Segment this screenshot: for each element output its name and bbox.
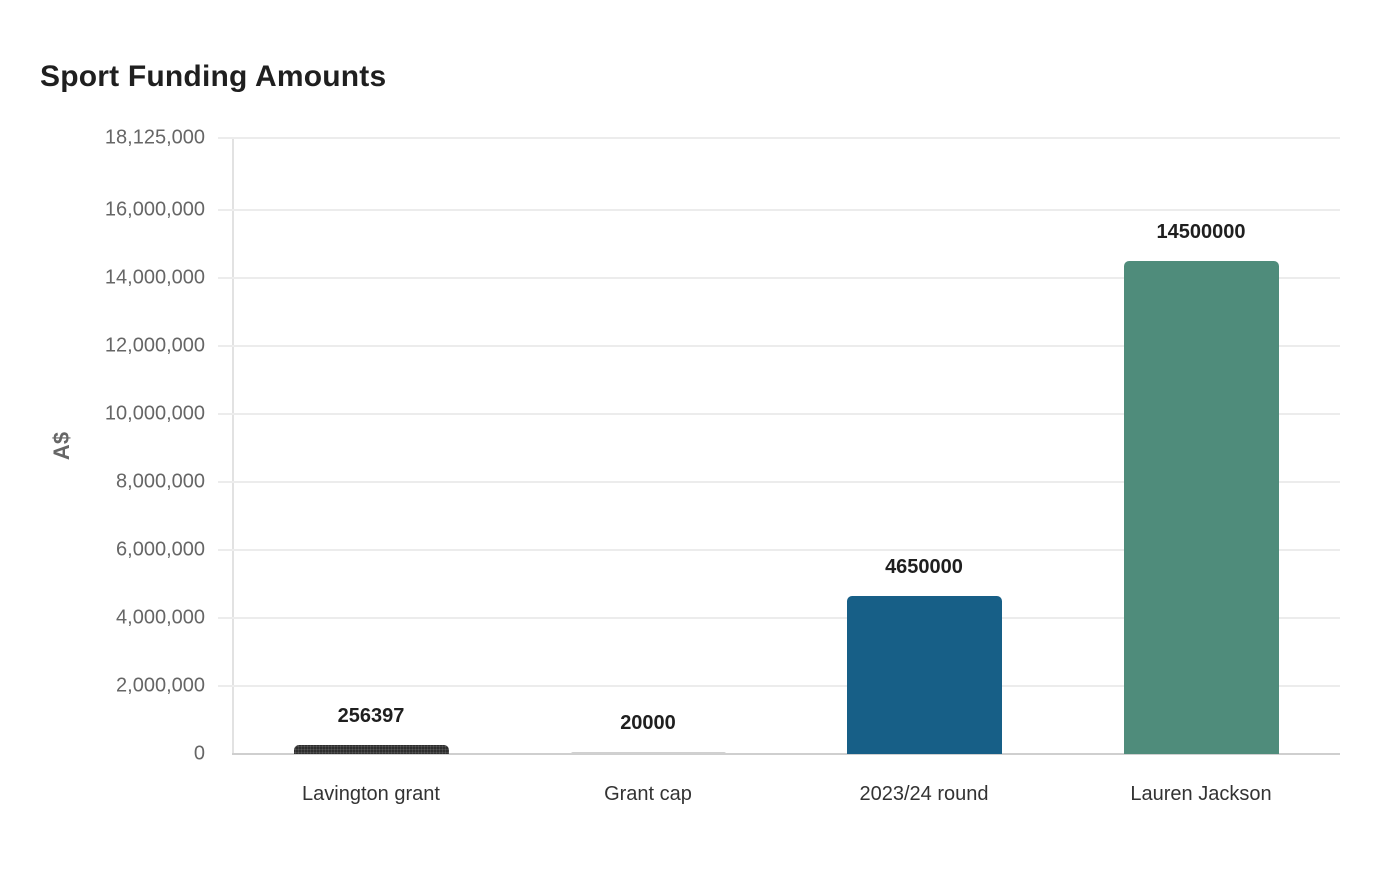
value-label: 14500000	[1156, 221, 1246, 244]
x-tick-label: Lavington grant	[302, 783, 440, 805]
y-tick-label: 0	[193, 742, 205, 765]
chart-title: Sport Funding Amounts	[40, 60, 387, 93]
value-label: 4650000	[885, 555, 963, 578]
x-tick-label: Lauren Jackson	[1130, 783, 1272, 805]
y-tick-label: 10,000,000	[104, 402, 205, 425]
gridline	[218, 549, 1340, 552]
gridline	[218, 345, 1340, 348]
gridline	[218, 137, 1340, 139]
y-tick-label: 12,000,000	[104, 334, 205, 357]
bar-grant-cap[interactable]	[570, 752, 726, 754]
gridline	[218, 481, 1340, 484]
gridline	[218, 685, 1340, 688]
value-label: 20000	[620, 712, 676, 734]
gridline	[218, 209, 1340, 212]
bar-2023-24-round[interactable]	[846, 595, 1002, 754]
gridline	[218, 413, 1340, 416]
y-tick-label: 6,000,000	[116, 538, 205, 561]
x-axis-line	[232, 753, 1340, 755]
bar-lavington-grant[interactable]	[293, 745, 449, 754]
x-tick-label: Grant cap	[604, 783, 692, 805]
gridline	[218, 277, 1340, 280]
y-axis-line	[232, 138, 234, 755]
y-tick-label: 16,000,000	[104, 198, 205, 221]
value-label: 256397	[337, 705, 405, 728]
y-tick-label: 8,000,000	[116, 470, 205, 493]
gridline	[218, 617, 1340, 620]
y-tick-label: 2,000,000	[116, 674, 205, 697]
y-tick-label: 14,000,000	[104, 266, 205, 289]
y-tick-label: 18,125,000	[104, 126, 205, 149]
x-tick-label: 2023/24 round	[859, 783, 989, 805]
bar-lauren-jackson[interactable]	[1123, 261, 1279, 754]
y-tick-label: 4,000,000	[116, 606, 205, 629]
